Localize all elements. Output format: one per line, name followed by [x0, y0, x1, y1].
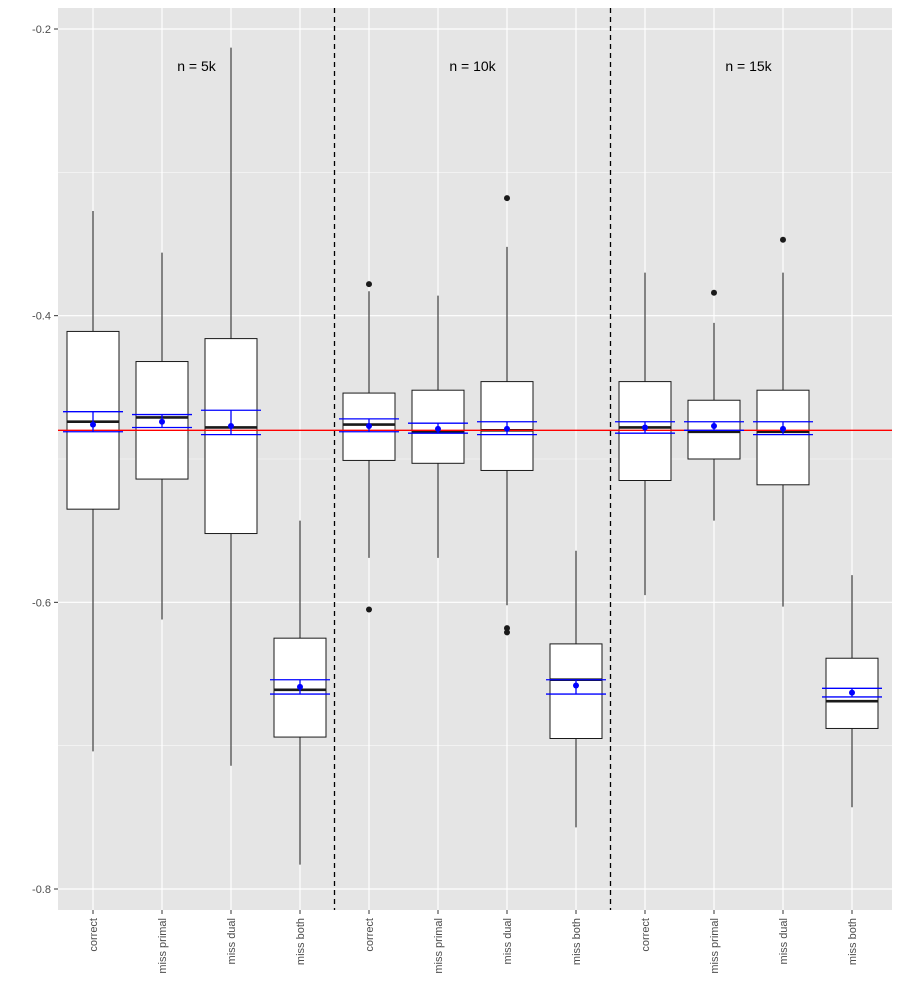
- x-category-label: miss primal: [433, 918, 445, 974]
- x-category-label: miss both: [295, 918, 307, 965]
- panel-label: n = 15k: [725, 58, 772, 74]
- separators-layer: [333, 8, 612, 910]
- mean-point: [435, 425, 441, 432]
- panel-label: n = 5k: [177, 58, 217, 74]
- means-layer: [63, 409, 882, 698]
- x-category-label: miss primal: [157, 918, 169, 974]
- outlier-point: [366, 281, 372, 288]
- outlier-point: [366, 606, 372, 613]
- mean-point: [573, 682, 579, 689]
- boxes-layer: [66, 47, 879, 865]
- x-category-label: miss dual: [778, 918, 790, 964]
- outlier-point: [711, 289, 717, 296]
- x-category-label: correct: [364, 918, 376, 952]
- x-axis: correct miss primal miss dual miss both corr…: [88, 910, 859, 974]
- x-category-label: miss both: [847, 918, 859, 965]
- x-category-label: miss primal: [709, 918, 721, 974]
- outlier-point: [780, 236, 786, 243]
- outlier-point: [504, 625, 510, 632]
- mean-point: [504, 425, 510, 432]
- y-tick-label: -0.6: [32, 597, 51, 609]
- y-tick-label: -0.8: [32, 884, 51, 896]
- x-category-label: correct: [88, 918, 100, 952]
- minor-gridlines: [58, 172, 892, 746]
- major-gridlines: [58, 28, 892, 890]
- y-tick-label: -0.4: [32, 311, 51, 323]
- box: [825, 657, 879, 729]
- mean-point: [90, 421, 96, 428]
- outlier-point: [504, 195, 510, 202]
- box: [618, 381, 672, 482]
- box: [687, 399, 741, 460]
- box: [204, 338, 258, 535]
- x-category-label: miss dual: [502, 918, 514, 964]
- y-axis: -0.8 -0.6 -0.4 -0.2: [32, 24, 58, 896]
- mean-point: [849, 689, 855, 696]
- mean-point: [780, 425, 786, 432]
- mean-point: [297, 683, 303, 690]
- mean-point: [228, 423, 234, 430]
- x-category-label: miss both: [571, 918, 583, 965]
- mean-point: [642, 424, 648, 431]
- mean-point: [366, 423, 372, 430]
- mean-point: [711, 423, 717, 430]
- outlier-point: [504, 629, 510, 636]
- box: [756, 389, 810, 486]
- mean-point: [159, 418, 165, 425]
- x-category-label: correct: [640, 918, 652, 952]
- panel-labels-layer: n = 5k n = 10k n = 15k: [177, 58, 772, 74]
- panel-label: n = 10k: [449, 58, 496, 74]
- y-tick-label: -0.2: [32, 24, 51, 36]
- x-category-label: miss dual: [226, 918, 238, 964]
